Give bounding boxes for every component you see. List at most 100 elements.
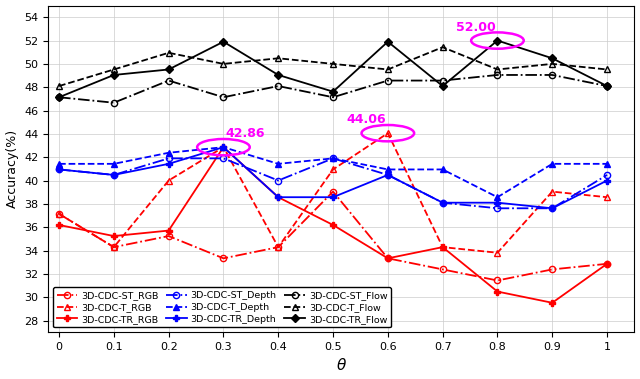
3D-CDC-ST_RGB xyxy=(384,256,392,261)
3D-CDC-ST_Depth xyxy=(439,200,447,205)
3D-CDC-TR_Flow xyxy=(493,38,501,43)
Line: 3D-CDC-TR_RGB: 3D-CDC-TR_RGB xyxy=(56,144,610,306)
3D-CDC-T_Flow xyxy=(384,67,392,72)
3D-CDC-ST_RGB xyxy=(55,211,63,216)
3D-CDC-T_Depth xyxy=(110,161,118,166)
3D-CDC-T_Flow xyxy=(165,50,173,55)
3D-CDC-TR_Flow xyxy=(55,95,63,100)
Line: 3D-CDC-ST_Flow: 3D-CDC-ST_Flow xyxy=(56,72,610,106)
3D-CDC-TR_Flow xyxy=(275,73,282,77)
3D-CDC-ST_RGB xyxy=(548,267,556,272)
3D-CDC-ST_RGB xyxy=(110,245,118,249)
3D-CDC-TR_Depth xyxy=(548,206,556,211)
3D-CDC-T_Flow xyxy=(604,67,611,72)
Line: 3D-CDC-ST_Depth: 3D-CDC-ST_Depth xyxy=(56,155,610,211)
3D-CDC-TR_RGB xyxy=(275,195,282,199)
3D-CDC-T_RGB xyxy=(110,245,118,249)
3D-CDC-T_Depth xyxy=(220,145,227,149)
3D-CDC-TR_RGB xyxy=(55,223,63,227)
3D-CDC-TR_RGB xyxy=(329,223,337,227)
3D-CDC-ST_RGB xyxy=(220,256,227,261)
3D-CDC-TR_RGB xyxy=(493,289,501,294)
3D-CDC-TR_Flow xyxy=(548,56,556,61)
3D-CDC-T_Depth xyxy=(329,156,337,161)
3D-CDC-T_Depth xyxy=(493,195,501,199)
Line: 3D-CDC-TR_Depth: 3D-CDC-TR_Depth xyxy=(56,144,610,211)
3D-CDC-ST_RGB xyxy=(439,267,447,272)
3D-CDC-TR_Flow xyxy=(110,73,118,77)
3D-CDC-TR_RGB xyxy=(604,262,611,266)
3D-CDC-ST_Depth xyxy=(110,173,118,177)
3D-CDC-TR_RGB xyxy=(110,234,118,238)
3D-CDC-ST_Depth xyxy=(329,156,337,161)
3D-CDC-T_RGB xyxy=(55,211,63,216)
3D-CDC-ST_Flow xyxy=(548,73,556,77)
3D-CDC-ST_Depth xyxy=(275,178,282,183)
3D-CDC-TR_RGB xyxy=(439,245,447,249)
3D-CDC-T_Flow xyxy=(110,67,118,72)
3D-CDC-T_RGB xyxy=(329,167,337,172)
3D-CDC-ST_Flow xyxy=(165,78,173,83)
3D-CDC-T_RGB xyxy=(493,251,501,255)
3D-CDC-ST_Flow xyxy=(604,84,611,88)
3D-CDC-TR_Depth xyxy=(384,173,392,177)
3D-CDC-T_Flow xyxy=(439,45,447,50)
3D-CDC-ST_Flow xyxy=(220,95,227,100)
3D-CDC-ST_Flow xyxy=(329,95,337,100)
3D-CDC-TR_Depth xyxy=(275,195,282,199)
3D-CDC-T_RGB xyxy=(165,178,173,183)
3D-CDC-TR_Flow xyxy=(439,84,447,88)
3D-CDC-T_Flow xyxy=(220,62,227,66)
X-axis label: $\theta$: $\theta$ xyxy=(336,357,347,373)
3D-CDC-ST_Flow xyxy=(439,78,447,83)
3D-CDC-ST_Depth xyxy=(220,156,227,161)
3D-CDC-T_Depth xyxy=(604,161,611,166)
3D-CDC-T_Depth xyxy=(384,167,392,172)
Text: 44.06: 44.06 xyxy=(346,113,386,126)
3D-CDC-TR_Flow xyxy=(165,67,173,72)
3D-CDC-ST_RGB xyxy=(329,190,337,194)
3D-CDC-T_RGB xyxy=(548,190,556,194)
3D-CDC-TR_RGB xyxy=(165,228,173,233)
Line: 3D-CDC-T_RGB: 3D-CDC-T_RGB xyxy=(56,130,610,256)
3D-CDC-T_Flow xyxy=(548,62,556,66)
3D-CDC-T_RGB xyxy=(384,131,392,135)
3D-CDC-T_RGB xyxy=(220,145,227,149)
Text: 52.00: 52.00 xyxy=(456,20,495,34)
3D-CDC-T_Flow xyxy=(493,67,501,72)
3D-CDC-TR_Depth xyxy=(110,173,118,177)
Line: 3D-CDC-T_Flow: 3D-CDC-T_Flow xyxy=(56,44,610,89)
3D-CDC-TR_Flow xyxy=(604,84,611,88)
3D-CDC-TR_Flow xyxy=(220,39,227,44)
3D-CDC-ST_Depth xyxy=(165,156,173,161)
3D-CDC-T_Flow xyxy=(329,62,337,66)
3D-CDC-T_RGB xyxy=(439,245,447,249)
3D-CDC-T_Depth xyxy=(439,167,447,172)
3D-CDC-TR_Depth xyxy=(329,195,337,199)
3D-CDC-TR_Depth xyxy=(55,167,63,172)
Line: 3D-CDC-ST_RGB: 3D-CDC-ST_RGB xyxy=(56,188,610,283)
3D-CDC-ST_Flow xyxy=(110,100,118,105)
3D-CDC-TR_Depth xyxy=(220,145,227,149)
3D-CDC-ST_RGB xyxy=(493,278,501,283)
3D-CDC-ST_RGB xyxy=(604,262,611,266)
3D-CDC-T_Depth xyxy=(275,161,282,166)
Line: 3D-CDC-TR_Flow: 3D-CDC-TR_Flow xyxy=(56,38,610,100)
3D-CDC-T_Flow xyxy=(275,56,282,61)
3D-CDC-ST_Depth xyxy=(604,173,611,177)
3D-CDC-ST_Flow xyxy=(55,95,63,100)
Line: 3D-CDC-T_Depth: 3D-CDC-T_Depth xyxy=(56,144,610,200)
3D-CDC-TR_Depth xyxy=(165,161,173,166)
3D-CDC-ST_Depth xyxy=(548,206,556,211)
3D-CDC-TR_Depth xyxy=(604,178,611,183)
3D-CDC-ST_Flow xyxy=(275,84,282,88)
3D-CDC-TR_RGB xyxy=(548,301,556,305)
Y-axis label: Accuracy(%): Accuracy(%) xyxy=(6,129,19,208)
3D-CDC-ST_Depth xyxy=(55,167,63,172)
3D-CDC-T_Depth xyxy=(165,150,173,155)
3D-CDC-ST_RGB xyxy=(275,245,282,249)
3D-CDC-T_RGB xyxy=(604,195,611,199)
3D-CDC-T_Depth xyxy=(55,161,63,166)
3D-CDC-T_Depth xyxy=(548,161,556,166)
3D-CDC-TR_RGB xyxy=(384,256,392,261)
